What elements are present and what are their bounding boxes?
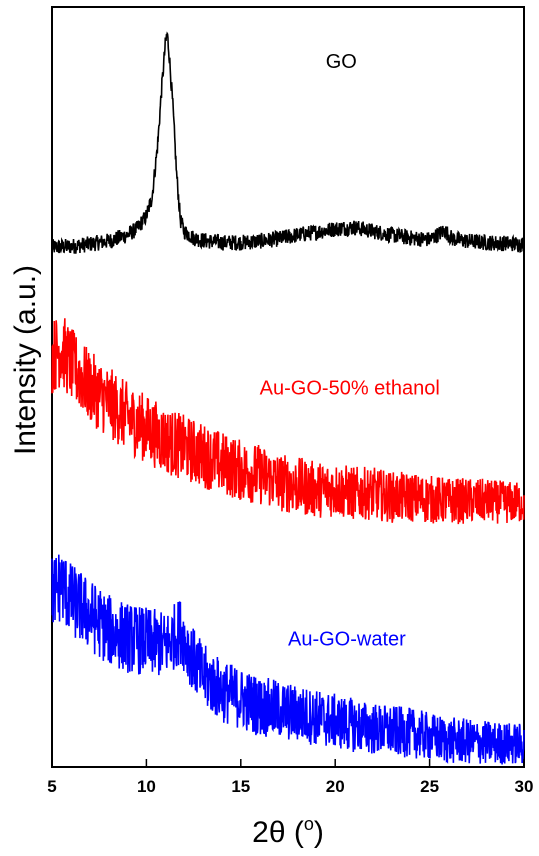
x-tick-label: 15	[231, 777, 250, 796]
x-axis-title-end: )	[314, 816, 324, 849]
x-axis-title-sup: o	[304, 814, 314, 834]
plot-area: 5 10 15 20 25 30 GO Au-GO-50% ethanol Au-GO-wat…	[47, 6, 533, 796]
series-label-au-go-water: Au-GO-water	[288, 628, 406, 650]
series-line-go	[51, 31, 525, 254]
series-line-au-go-water	[51, 554, 525, 765]
series-labels: GO Au-GO-50% ethanol Au-GO-water	[260, 51, 440, 651]
series-label-au-go-50-ethanol: Au-GO-50% ethanol	[260, 378, 440, 400]
x-tick-label: 20	[326, 777, 345, 796]
series-line-au-go-50-ethanol	[51, 318, 525, 525]
series-layer	[51, 31, 525, 765]
x-tick-label: 10	[137, 777, 156, 796]
x-axis-title: 2θ (o)	[252, 814, 324, 849]
x-tick-label: 25	[420, 777, 439, 796]
y-axis-title: Intensity (a.u.)	[9, 265, 42, 455]
x-tick-label: 30	[515, 777, 534, 796]
x-tick-label: 5	[47, 777, 56, 796]
series-label-go: GO	[326, 51, 357, 73]
x-ticks: 5 10 15 20 25 30	[47, 759, 533, 796]
x-axis-title-main: 2θ (	[252, 816, 304, 849]
